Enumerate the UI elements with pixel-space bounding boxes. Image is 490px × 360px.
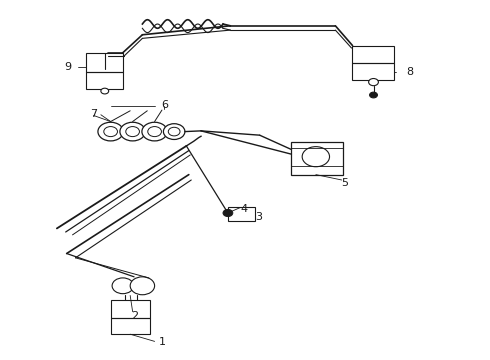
Circle shape [126, 127, 140, 136]
Circle shape [130, 277, 155, 295]
Text: 9: 9 [65, 62, 72, 72]
Circle shape [223, 210, 233, 217]
Text: 4: 4 [241, 204, 247, 214]
Text: 7: 7 [90, 109, 97, 119]
Circle shape [101, 88, 109, 94]
Circle shape [104, 127, 118, 136]
Text: 6: 6 [161, 100, 168, 110]
Circle shape [163, 124, 185, 139]
Bar [228, 207, 255, 221]
Text: 5: 5 [341, 178, 348, 188]
Circle shape [369, 92, 377, 98]
Bar [111, 318, 150, 334]
Text: 8: 8 [407, 67, 414, 77]
Circle shape [112, 278, 134, 294]
Circle shape [120, 122, 146, 141]
Bar [292, 142, 343, 175]
Circle shape [98, 122, 123, 141]
Circle shape [302, 147, 330, 167]
Bar [111, 300, 150, 318]
Circle shape [148, 127, 161, 136]
Text: 2: 2 [131, 311, 139, 321]
Circle shape [368, 78, 378, 86]
Circle shape [142, 122, 167, 141]
Text: 1: 1 [158, 337, 166, 347]
Bar [86, 72, 123, 89]
Text: 3: 3 [255, 212, 262, 221]
Bar [86, 53, 123, 72]
Bar [352, 63, 394, 80]
Bar [352, 45, 394, 63]
Circle shape [168, 127, 180, 136]
